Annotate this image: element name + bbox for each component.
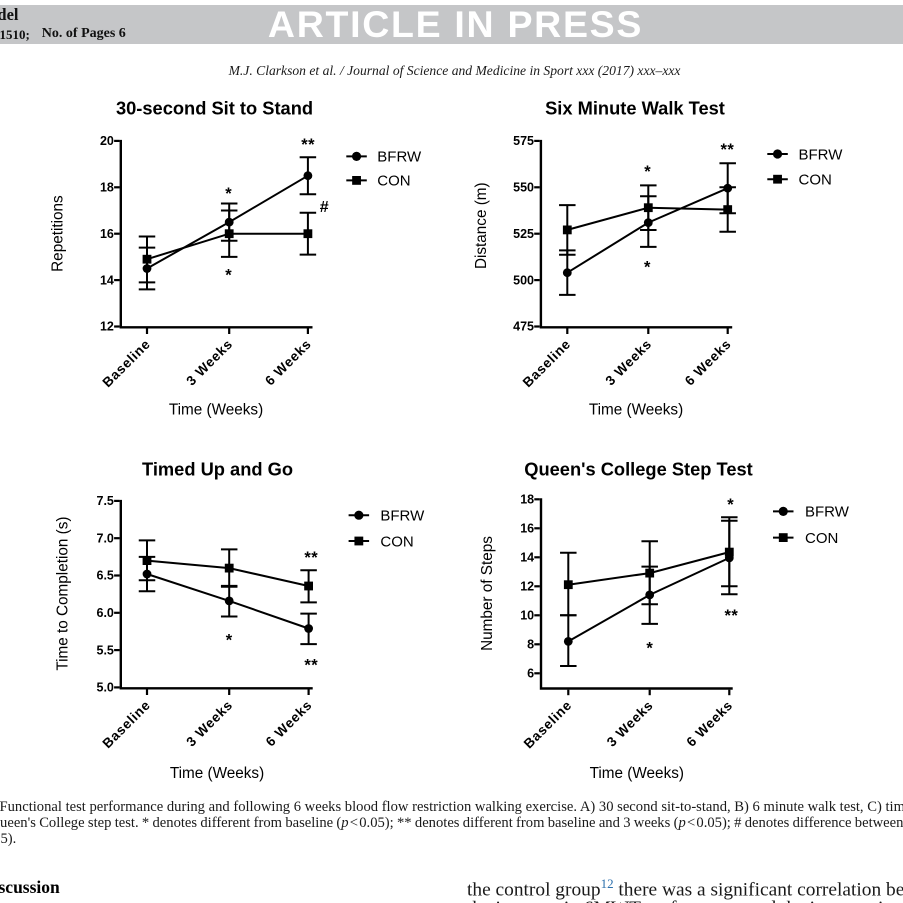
svg-text:BFRW: BFRW <box>799 146 844 163</box>
svg-text:475: 475 <box>513 320 534 334</box>
svg-text:Time (Weeks): Time (Weeks) <box>169 401 263 418</box>
svg-text:6 Weeks: 6 Weeks <box>262 336 314 388</box>
svg-text:12: 12 <box>100 320 114 334</box>
svg-text:**: ** <box>301 136 315 154</box>
svg-text:BFRW: BFRW <box>380 508 425 525</box>
svg-text:18: 18 <box>520 493 534 507</box>
svg-text:CON: CON <box>377 173 410 190</box>
svg-text:6 Weeks: 6 Weeks <box>682 336 734 388</box>
svg-text:6.5: 6.5 <box>97 569 114 583</box>
svg-text:Baseline: Baseline <box>99 336 153 390</box>
svg-text:6 Weeks: 6 Weeks <box>263 697 315 749</box>
svg-text:6: 6 <box>527 667 534 681</box>
svg-text:Repetitions: Repetitions <box>50 195 67 272</box>
svg-text:Baseline: Baseline <box>521 698 575 752</box>
svg-text:525: 525 <box>513 227 534 241</box>
svg-text:12: 12 <box>520 580 534 594</box>
svg-text:*: * <box>727 496 734 514</box>
svg-text:CON: CON <box>799 172 832 189</box>
svg-text:7.5: 7.5 <box>97 494 114 508</box>
svg-text:Six Minute Walk Test: Six Minute Walk Test <box>545 98 725 119</box>
svg-text:5.0: 5.0 <box>97 681 114 695</box>
svg-text:*: * <box>225 185 232 203</box>
svg-text:7.0: 7.0 <box>97 531 114 545</box>
svg-text:CON: CON <box>805 530 838 547</box>
svg-text:10: 10 <box>520 609 534 623</box>
svg-text:Time (Weeks): Time (Weeks) <box>589 401 683 418</box>
svg-text:14: 14 <box>520 551 534 565</box>
svg-text:3 Weeks: 3 Weeks <box>604 698 656 750</box>
svg-text:6 Weeks: 6 Weeks <box>684 698 736 750</box>
svg-text:550: 550 <box>513 181 534 195</box>
svg-text:575: 575 <box>513 134 534 148</box>
svg-text:30-second Sit to Stand: 30-second Sit to Stand <box>116 98 313 119</box>
svg-text:Time (Weeks): Time (Weeks) <box>590 765 684 782</box>
svg-text:5.5: 5.5 <box>97 643 114 657</box>
svg-text:16: 16 <box>100 227 114 241</box>
svg-text:Distance (m): Distance (m) <box>473 182 490 269</box>
svg-text:**: ** <box>724 607 738 625</box>
svg-text:*: * <box>226 632 233 650</box>
svg-text:500: 500 <box>513 273 534 287</box>
svg-text:3 Weeks: 3 Weeks <box>183 336 235 388</box>
svg-text:Baseline: Baseline <box>99 697 153 751</box>
svg-text:Time (Weeks): Time (Weeks) <box>170 765 264 782</box>
svg-text:3 Weeks: 3 Weeks <box>183 697 235 749</box>
svg-text:BFRW: BFRW <box>805 504 850 521</box>
svg-text:**: ** <box>720 141 734 159</box>
svg-text:BFRW: BFRW <box>377 149 422 166</box>
svg-text:*: * <box>644 259 651 277</box>
svg-text:*: * <box>644 163 651 181</box>
svg-text:Number of Steps: Number of Steps <box>479 536 496 651</box>
svg-text:**: ** <box>304 657 318 675</box>
svg-text:6.0: 6.0 <box>97 606 114 620</box>
svg-text:**: ** <box>304 549 318 567</box>
svg-text:CON: CON <box>380 533 413 550</box>
svg-text:8: 8 <box>527 638 534 652</box>
svg-text:14: 14 <box>100 273 114 287</box>
svg-text:*: * <box>225 267 232 285</box>
svg-text:Baseline: Baseline <box>520 336 574 390</box>
svg-text:Queen's College Step Test: Queen's College Step Test <box>524 458 753 479</box>
svg-text:#: # <box>320 199 329 216</box>
svg-text:18: 18 <box>100 181 114 195</box>
svg-text:3 Weeks: 3 Weeks <box>603 336 655 388</box>
svg-text:*: * <box>646 639 653 657</box>
svg-text:16: 16 <box>520 522 534 536</box>
svg-text:Time to Completion (s): Time to Completion (s) <box>55 517 72 671</box>
svg-text:20: 20 <box>100 134 114 148</box>
svg-text:Timed Up and Go: Timed Up and Go <box>142 458 293 479</box>
